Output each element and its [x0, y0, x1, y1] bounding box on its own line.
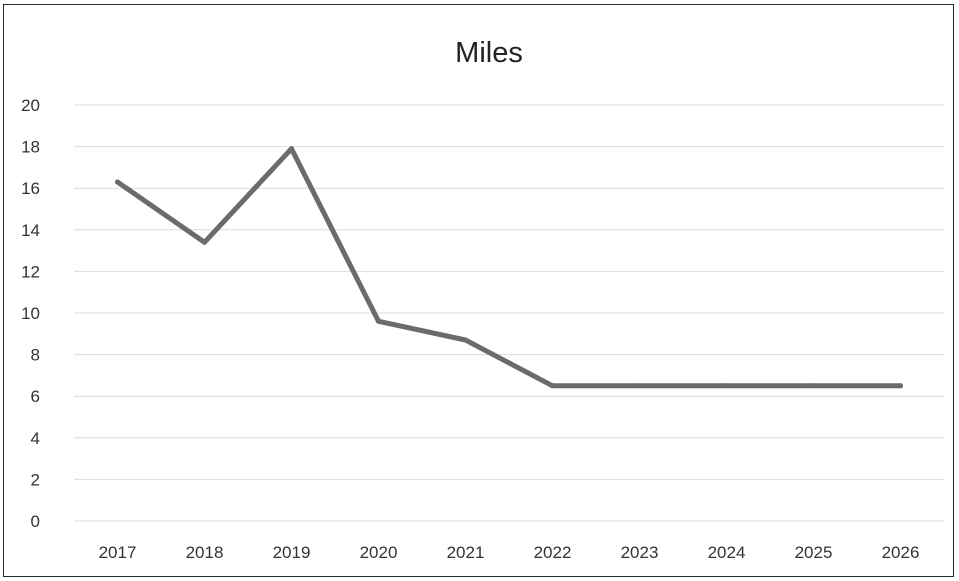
- gridlines: [74, 104, 944, 522]
- data-point: [289, 146, 294, 152]
- chart-title: Miles: [455, 37, 523, 69]
- x-tick-label: 2018: [186, 543, 224, 562]
- y-tick-label: 16: [21, 179, 40, 198]
- y-tick-label: 2: [31, 470, 40, 489]
- x-tick-label: 2023: [621, 543, 659, 562]
- x-tick-label: 2025: [795, 543, 833, 562]
- data-point: [637, 383, 642, 389]
- data-point: [724, 383, 729, 389]
- x-axis-ticks: 2017 2018 2019 2020 2021 2022 2023 2024 2025 2026: [99, 543, 920, 562]
- data-point: [463, 337, 468, 343]
- y-tick-label: 14: [21, 221, 40, 240]
- x-tick-label: 2021: [447, 543, 485, 562]
- y-tick-label: 10: [21, 304, 40, 323]
- x-tick-label: 2022: [534, 543, 572, 562]
- y-tick-label: 18: [21, 138, 40, 157]
- data-point: [550, 383, 555, 389]
- y-tick-label: 20: [21, 96, 40, 115]
- line-chart: Miles 0 2 4 6 8 10 12 14 16 18 20 2017 2018 2019 2020…: [21, 37, 944, 562]
- y-axis-ticks: 0 2 4 6 8 10 12 14 16 18 20: [21, 96, 40, 531]
- y-tick-label: 0: [31, 512, 40, 531]
- chart-container: Miles 0 2 4 6 8 10 12 14 16 18 20 2017 2018 2019 2020…: [3, 4, 954, 577]
- data-point: [115, 179, 120, 185]
- data-point: [376, 318, 381, 324]
- y-tick-label: 8: [31, 346, 40, 365]
- x-tick-label: 2026: [882, 543, 920, 562]
- series-line-0: [115, 146, 903, 389]
- data-point: [898, 383, 903, 389]
- x-tick-label: 2017: [99, 543, 137, 562]
- x-tick-label: 2024: [708, 543, 746, 562]
- y-tick-label: 6: [31, 387, 40, 406]
- y-tick-label: 4: [31, 429, 40, 448]
- x-tick-label: 2020: [360, 543, 398, 562]
- data-point: [811, 383, 816, 389]
- data-point: [202, 239, 207, 245]
- series-lines: [115, 146, 903, 389]
- y-tick-label: 12: [21, 262, 40, 281]
- x-tick-label: 2019: [273, 543, 311, 562]
